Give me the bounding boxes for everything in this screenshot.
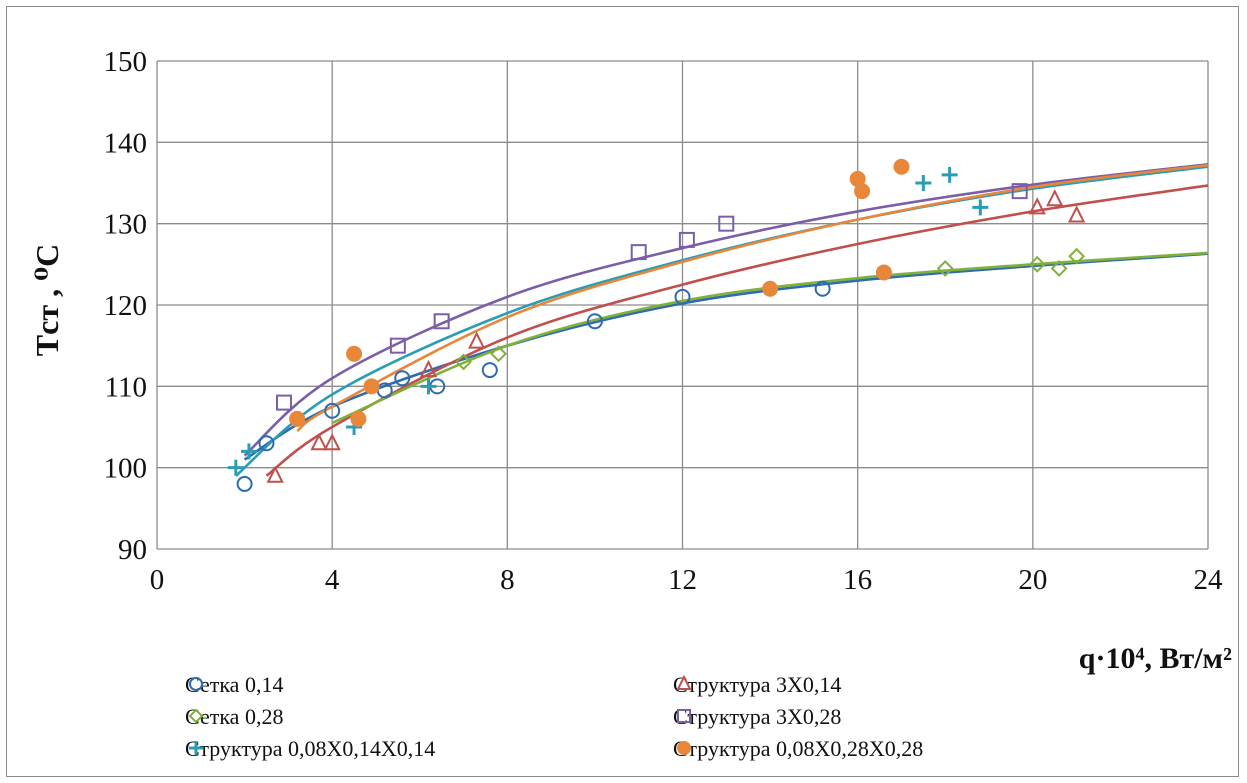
x-tick-label: 24	[1194, 564, 1224, 596]
x-tick-label: 8	[500, 564, 515, 596]
data-point-s1-3	[419, 359, 438, 378]
data-points	[227, 158, 1086, 492]
data-point-s5-6	[854, 183, 871, 200]
legend-marker-icon	[677, 741, 691, 755]
legend-marker-icon	[676, 674, 692, 690]
trend-line-0	[243, 252, 1209, 461]
data-point-s0-1	[258, 435, 275, 452]
legend-entry-3: Структура 3Х0,28	[673, 704, 841, 730]
legend-label: Структура 0,08Х0,14Х0,14	[185, 736, 436, 761]
data-point-s2-2	[936, 259, 954, 277]
y-tick-label: 100	[104, 453, 148, 485]
data-point-s1-1	[310, 433, 328, 451]
trend-lines	[234, 163, 1209, 477]
legend-entry-2: Сетка 0,28	[185, 704, 283, 730]
data-point-s4-4	[915, 175, 932, 191]
data-point-s3-2	[433, 313, 450, 330]
data-point-s0-8	[674, 288, 691, 305]
data-point-s2-3	[1028, 255, 1046, 273]
y-tick-label: 140	[104, 127, 148, 159]
y-tick-label: 130	[104, 209, 148, 241]
data-point-s5-7	[875, 264, 892, 281]
data-point-s4-0	[227, 459, 244, 476]
data-point-s5-5	[849, 170, 866, 187]
x-tick-label: 4	[325, 564, 340, 596]
legend-marker-4	[189, 741, 203, 755]
data-point-s3-5	[718, 215, 735, 232]
tick-labels: 90 100 110 120 130 140 150 0 4 8 12 16 20 24	[104, 46, 1224, 596]
data-point-s2-4	[1050, 259, 1068, 277]
data-point-s4-6	[972, 199, 989, 216]
legend-label: Структура 0,08Х0,28Х0,28	[673, 736, 924, 761]
x-axis-label: q·10⁴, Вт/м²	[1079, 642, 1232, 675]
legend-label: Структура 3Х0,14	[673, 672, 842, 697]
data-point-s1-5	[1028, 197, 1046, 215]
y-tick-label: 90	[118, 534, 147, 566]
x-tick-label: 0	[150, 564, 165, 596]
data-point-s1-2	[323, 433, 341, 451]
data-point-s2-0	[455, 353, 472, 371]
data-point-s0-9	[814, 280, 831, 297]
x-tick-label: 12	[668, 564, 697, 596]
legend-entry-1: Структура 3Х0,14	[673, 672, 841, 698]
x-tick-label: 20	[1018, 564, 1047, 596]
data-point-s5-0	[289, 410, 306, 427]
data-point-s2-5	[1068, 247, 1086, 265]
legend-label: Структура 3Х0,28	[673, 704, 842, 729]
trend-line-1	[265, 184, 1209, 477]
data-point-s5-2	[363, 378, 380, 395]
grid	[156, 60, 1209, 550]
chart-frame	[6, 6, 1239, 777]
trend-line-4	[234, 165, 1209, 477]
data-point-s1-0	[266, 465, 284, 483]
y-tick-label: 110	[105, 371, 147, 403]
data-point-s3-0	[275, 394, 292, 411]
y-tick-label: 120	[104, 290, 148, 322]
data-point-s0-4	[394, 370, 411, 387]
data-point-s0-6	[481, 362, 498, 379]
data-point-s5-1	[346, 345, 363, 362]
legend-marker-3	[677, 709, 691, 723]
x-tick-label: 16	[843, 564, 872, 596]
trend-line-3	[243, 163, 1209, 457]
legend-marker-icon	[677, 709, 691, 723]
data-point-s1-4	[468, 331, 486, 349]
legend-entry-0: Сетка 0,14	[185, 672, 283, 698]
data-point-s4-5	[941, 166, 958, 183]
legend-marker-2	[188, 708, 204, 724]
y-tick-label: 150	[104, 46, 148, 78]
legend-marker-icon	[189, 741, 203, 755]
data-point-s4-3	[420, 378, 437, 395]
data-point-s0-2	[324, 402, 341, 419]
data-point-s1-7	[1068, 205, 1086, 223]
data-point-s5-3	[350, 410, 367, 427]
data-point-s5-4	[762, 280, 779, 297]
data-point-s2-1	[490, 345, 507, 363]
data-point-s5-8	[893, 158, 910, 175]
data-point-s0-0	[236, 475, 253, 492]
data-point-s1-6	[1046, 189, 1064, 207]
data-point-s3-3	[630, 244, 647, 261]
legend-marker-5	[677, 741, 691, 755]
legend-marker-icon	[189, 677, 203, 691]
legend-marker-1	[676, 674, 692, 690]
data-point-s3-1	[389, 337, 406, 354]
data-point-s0-7	[586, 313, 603, 330]
y-axis-label: Tст , ⁰C	[29, 244, 65, 356]
legend-marker-icon	[188, 708, 204, 724]
data-point-s3-6	[1011, 183, 1028, 200]
data-point-s4-1	[240, 443, 257, 460]
legend-marker-0	[189, 677, 203, 691]
legend-entry-4: Структура 0,08Х0,14Х0,14	[185, 736, 435, 762]
data-point-s3-4	[678, 231, 695, 248]
legend-entry-5: Структура 0,08Х0,28Х0,28	[673, 736, 923, 762]
